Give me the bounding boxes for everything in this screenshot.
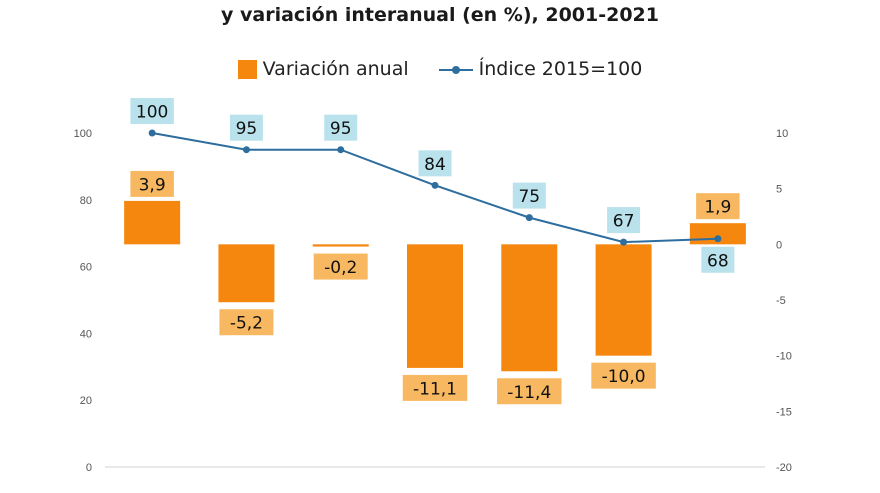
- line-data-label-bg: [229, 114, 263, 141]
- right-axis-tick-label: -20: [776, 462, 792, 474]
- line-data-label-bg: [607, 207, 641, 234]
- legend-swatch-line: [438, 60, 473, 79]
- line-point: [431, 181, 439, 189]
- right-axis-tick-label: 0: [776, 239, 782, 251]
- line-data-label-bg: [130, 98, 174, 124]
- legend-swatch-bar: [237, 59, 257, 79]
- bar-data-label-bg: [402, 374, 468, 401]
- bar-data-label: 1,9: [704, 198, 731, 218]
- line-point: [714, 235, 722, 243]
- line-data-label: 100: [136, 103, 168, 123]
- line-data-label: 67: [613, 212, 635, 232]
- chart-title: y variación interanual (en %), 2001-2021: [221, 4, 659, 26]
- bar-data-label: -0,2: [324, 258, 357, 278]
- bar: [407, 244, 463, 368]
- bar: [595, 244, 652, 356]
- line-point: [148, 129, 156, 137]
- bar-data-label: -10,0: [602, 367, 646, 387]
- bar-data-label: 3,9: [139, 175, 166, 195]
- right-axis-tick-label: -10: [776, 351, 792, 363]
- left-axis-tick-label: 20: [80, 395, 92, 407]
- legend-item-bar: Variación anual: [237, 58, 409, 80]
- line-data-label: 95: [236, 119, 258, 139]
- line-data-label-bg: [418, 150, 452, 177]
- left-axis-tick-label: 60: [80, 262, 92, 274]
- line-data-label: 84: [424, 155, 446, 175]
- legend-item-line: Índice 2015=100: [438, 58, 643, 80]
- line-data-label: 68: [707, 251, 729, 271]
- legend-label-line: Índice 2015=100: [478, 58, 643, 80]
- left-axis-tick-label: 80: [80, 195, 92, 207]
- line-data-label: 75: [518, 187, 540, 207]
- line-point: [337, 146, 345, 154]
- bar: [312, 244, 369, 247]
- legend-label-bar: Variación anual: [262, 58, 409, 80]
- line-data-label-bg: [512, 182, 546, 209]
- bar: [501, 244, 558, 372]
- line-data-label: 95: [330, 119, 352, 139]
- bar-data-label: -5,2: [230, 314, 263, 334]
- bar: [124, 200, 181, 245]
- bar-data-label: -11,4: [507, 383, 551, 403]
- line-point: [242, 146, 250, 154]
- right-axis-tick-label: -5: [776, 295, 786, 307]
- bar-data-label: -11,1: [413, 379, 457, 399]
- line-point: [620, 238, 628, 246]
- right-axis-tick-label: -15: [776, 406, 792, 418]
- bar-data-label-bg: [313, 253, 368, 280]
- right-axis-tick-label: 5: [776, 184, 782, 196]
- bar-data-label-bg: [497, 378, 562, 405]
- left-axis-tick-label: 100: [74, 128, 92, 140]
- bar-data-label-bg: [219, 309, 274, 336]
- bar-data-label-bg: [130, 170, 174, 197]
- line-data-label-bg: [701, 246, 735, 273]
- bar-data-label-bg: [591, 362, 656, 389]
- bar-data-label-bg: [696, 193, 740, 220]
- left-axis-tick-label: 0: [86, 462, 92, 474]
- line-data-label-bg: [324, 114, 358, 141]
- right-axis-tick-label: 10: [776, 128, 788, 140]
- line-point: [525, 214, 533, 222]
- bar: [218, 244, 275, 303]
- left-axis-tick-label: 40: [80, 328, 92, 340]
- chart-legend: Variación anual Índice 2015=100: [0, 58, 880, 80]
